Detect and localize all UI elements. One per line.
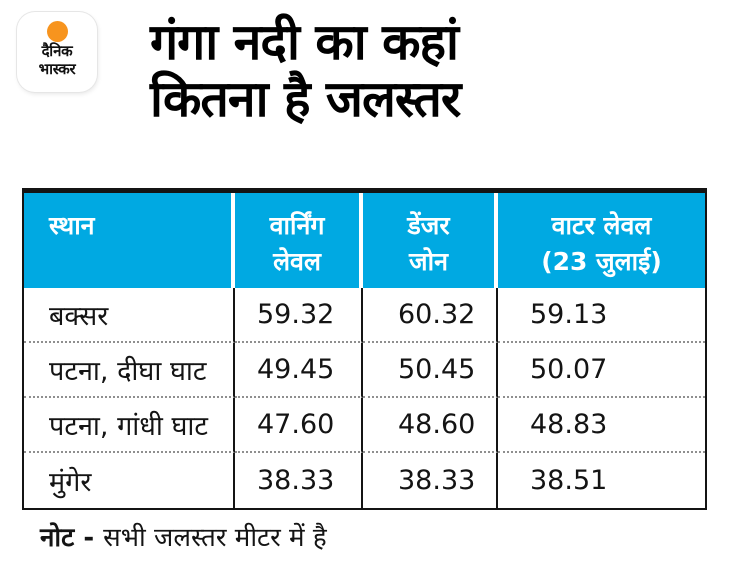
cell-location: पटना, दीघा घाट (24, 343, 235, 398)
footnote: नोट - सभी जलस्तर मीटर में है (40, 518, 327, 554)
cell-water-level: 50.07 (498, 343, 705, 398)
footnote-label: नोट - (40, 523, 104, 553)
cell-warning-level: 49.45 (235, 343, 363, 398)
logo-text-line2: भास्कर (38, 59, 76, 78)
column-header-danger-zone: डेंजर जोन (363, 193, 498, 288)
logo-text-line1: दैनिक (41, 42, 73, 60)
cell-danger-zone: 60.32 (363, 288, 498, 343)
cell-location: पटना, गांधी घाट (24, 398, 235, 453)
water-level-table: स्थान वार्निंग लेवल डेंजर जोन वाटर लेवल … (22, 188, 707, 510)
cell-danger-zone: 50.45 (363, 343, 498, 398)
page-title: गंगा नदी का कहां कितना है जलस्तर (150, 13, 461, 128)
page-title-line2: कितना है जलस्तर (150, 69, 461, 128)
column-header-location: स्थान (24, 193, 235, 288)
cell-location: मुंगेर (24, 453, 235, 508)
cell-water-level: 38.51 (498, 453, 705, 508)
cell-danger-zone: 48.60 (363, 398, 498, 453)
cell-warning-level: 59.32 (235, 288, 363, 343)
cell-warning-level: 47.60 (235, 398, 363, 453)
dainik-bhaskar-logo: दैनिक भास्कर (17, 12, 97, 92)
cell-location: बक्सर (24, 288, 235, 343)
footnote-text: सभी जलस्तर मीटर में है (103, 523, 327, 553)
cell-water-level: 48.83 (498, 398, 705, 453)
column-header-warning-level: वार्निंग लेवल (235, 193, 363, 288)
water-level-table-grid: स्थान वार्निंग लेवल डेंजर जोन वाटर लेवल … (24, 193, 705, 508)
cell-warning-level: 38.33 (235, 453, 363, 508)
column-header-water-level: वाटर लेवल (23 जुलाई) (498, 193, 705, 288)
cell-danger-zone: 38.33 (363, 453, 498, 508)
page-title-line1: गंगा नदी का कहां (150, 13, 459, 71)
logo-sun-dot-icon (46, 21, 68, 42)
cell-water-level: 59.13 (498, 288, 705, 343)
